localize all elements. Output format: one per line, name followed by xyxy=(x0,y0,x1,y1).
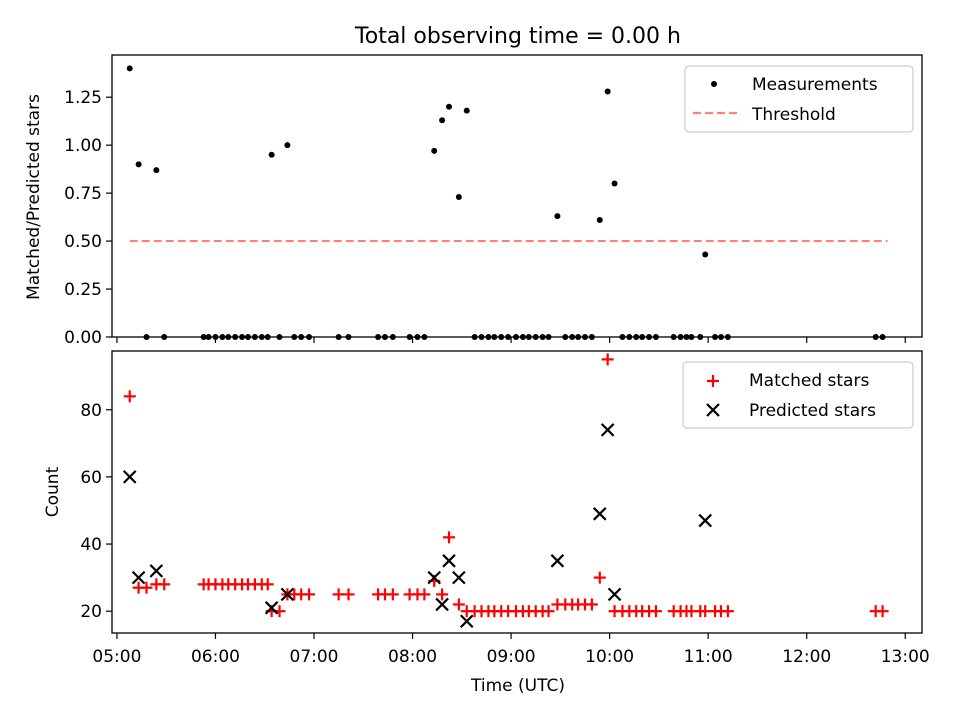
matched-point xyxy=(542,605,555,618)
legend-measurements-marker xyxy=(711,81,717,87)
top-axes-frame xyxy=(111,54,923,338)
measurement-point xyxy=(596,216,603,223)
top-y-ticks: 0.00 0.25 0.50 0.75 1.00 1.25 xyxy=(64,88,112,348)
top-x-ticks xyxy=(116,337,906,343)
matched-point xyxy=(593,571,606,584)
y-tick-label: 1.25 xyxy=(64,88,102,108)
y-tick-label: 0.25 xyxy=(64,280,102,300)
predicted-point xyxy=(280,587,295,602)
matched-point xyxy=(601,353,614,366)
matched-point xyxy=(649,605,662,618)
predicted-point xyxy=(459,614,474,629)
legend-measurements-label: Measurements xyxy=(752,75,878,95)
x-tick-label: 08:00 xyxy=(388,647,437,667)
measurement-point xyxy=(702,251,709,258)
y-tick-label: 0.75 xyxy=(64,184,102,204)
measurement-point xyxy=(135,161,142,168)
predicted-point xyxy=(149,564,164,578)
top-legend: Measurements Threshold xyxy=(684,65,914,133)
predicted-point xyxy=(427,570,442,585)
bottom-y-ticks: 20 40 60 80 xyxy=(80,401,112,622)
measurement-point xyxy=(126,65,133,72)
matched-point xyxy=(418,588,431,601)
measurement-point xyxy=(446,103,453,110)
top-legend-box xyxy=(684,65,914,133)
legend-matched-label: Matched stars xyxy=(749,371,869,391)
predicted-point xyxy=(122,470,137,484)
legend-matched-marker xyxy=(707,375,719,387)
predicted-point xyxy=(264,601,279,615)
bottom-x-ticks: 05:00 06:00 07:00 08:00 09:00 10:00 11:00 12:00… xyxy=(92,633,930,667)
measurement-point xyxy=(463,107,470,114)
bottom-y-axis-label: Count xyxy=(43,466,63,517)
predicted-point xyxy=(592,507,607,521)
measurement-point xyxy=(611,180,618,187)
matched-point xyxy=(158,578,171,591)
legend-predicted-marker xyxy=(706,403,720,417)
bottom-axes-frame xyxy=(111,350,923,634)
bottom-plot-marks xyxy=(122,353,889,629)
top-panel: 0.00 0.25 0.50 0.75 1.00 1.25 Matched/Predict… xyxy=(24,54,923,348)
matched-point xyxy=(123,390,136,403)
x-tick-label: 05:00 xyxy=(92,647,141,667)
matched-point xyxy=(585,598,598,611)
matched-point xyxy=(443,531,456,544)
matched-point xyxy=(721,605,734,618)
matched-point xyxy=(876,605,889,618)
measurement-point xyxy=(284,142,291,149)
matched-point xyxy=(452,598,465,611)
legend-threshold-label: Threshold xyxy=(751,105,836,125)
matched-point xyxy=(342,588,355,601)
x-tick-label: 09:00 xyxy=(487,647,536,667)
predicted-point xyxy=(698,513,712,528)
top-y-axis-label: Matched/Predicted stars xyxy=(24,94,44,300)
matched-point xyxy=(140,581,153,594)
x-tick-label: 13:00 xyxy=(881,647,930,667)
y-tick-label: 60 xyxy=(80,468,102,488)
y-tick-label: 1.00 xyxy=(64,136,102,156)
predicted-point xyxy=(131,570,146,585)
measurement-point xyxy=(268,151,275,158)
matched-point xyxy=(303,588,316,601)
bottom-legend-box xyxy=(682,361,914,429)
x-tick-label: 06:00 xyxy=(191,647,240,667)
x-tick-label: 07:00 xyxy=(290,647,339,667)
measurement-point xyxy=(455,193,462,200)
measurement-point xyxy=(439,117,446,124)
predicted-point xyxy=(452,570,466,585)
y-tick-label: 20 xyxy=(80,602,102,622)
measurement-point xyxy=(554,213,561,220)
predicted-point xyxy=(600,423,615,437)
matched-point xyxy=(261,578,274,591)
predicted-point xyxy=(435,597,449,612)
measurement-point xyxy=(431,147,438,154)
legend-predicted-label: Predicted stars xyxy=(749,401,876,421)
matched-point xyxy=(436,588,449,601)
predicted-point xyxy=(550,554,565,568)
x-tick-label: 10:00 xyxy=(585,647,634,667)
x-axis-label: Time (UTC) xyxy=(470,676,565,696)
y-tick-label: 40 xyxy=(80,535,102,555)
bottom-panel: 20 40 60 80 05:00 06:00 07:00 08:00 09:00 10:00 1… xyxy=(43,350,930,696)
x-tick-label: 12:00 xyxy=(782,647,831,667)
y-tick-label: 0.00 xyxy=(64,328,102,348)
measurement-point xyxy=(153,167,160,174)
predicted-point xyxy=(442,554,456,568)
x-tick-label: 11:00 xyxy=(684,647,733,667)
chart-title: Total observing time = 0.00 h xyxy=(354,24,681,49)
y-tick-label: 0.50 xyxy=(64,232,102,252)
predicted-point xyxy=(607,587,622,602)
matched-point xyxy=(386,588,399,601)
measurement-point xyxy=(604,88,611,95)
bottom-legend: Matched stars Predicted stars xyxy=(682,361,914,429)
y-tick-label: 80 xyxy=(80,401,102,421)
